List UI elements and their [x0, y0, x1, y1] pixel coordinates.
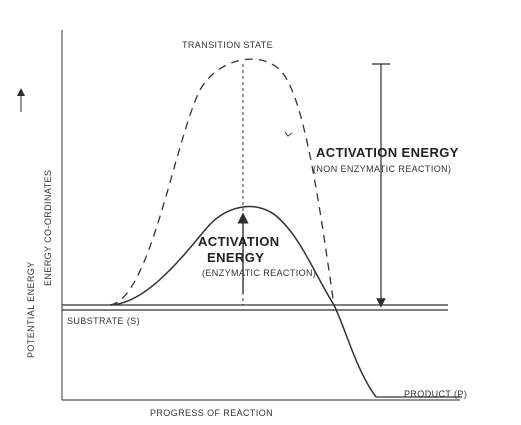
activation-energy-enzymatic-title-line2: ENERGY	[207, 250, 265, 265]
substrate-label: SUBSTRATE (S)	[67, 316, 141, 326]
enzymatic-reaction-curve	[109, 205, 377, 398]
transition-state-label: TRANSITION STATE	[182, 40, 274, 50]
activation-energy-enzymatic-title-line1: ACTIVATION	[198, 234, 280, 249]
non-enzymatic-reaction-curve	[109, 58, 335, 306]
product-label: PRODUCT (P)	[404, 389, 468, 399]
y-axis-label-line1: POTENTIAL ENERGY	[26, 261, 36, 358]
y-axis-label-line2: ENERGY CO-ORDINATES	[43, 169, 53, 286]
activation-energy-nonenzymatic-note: (NON ENZYMATIC REACTION)	[313, 164, 452, 174]
x-axis-label: PROGRESS OF REACTION	[150, 408, 274, 418]
activation-energy-nonenzymatic-title: ACTIVATION ENERGY	[316, 145, 459, 160]
activation-energy-enzymatic-note: (ENZYMATIC REACTION)	[202, 268, 317, 278]
small-mark	[284, 131, 293, 137]
